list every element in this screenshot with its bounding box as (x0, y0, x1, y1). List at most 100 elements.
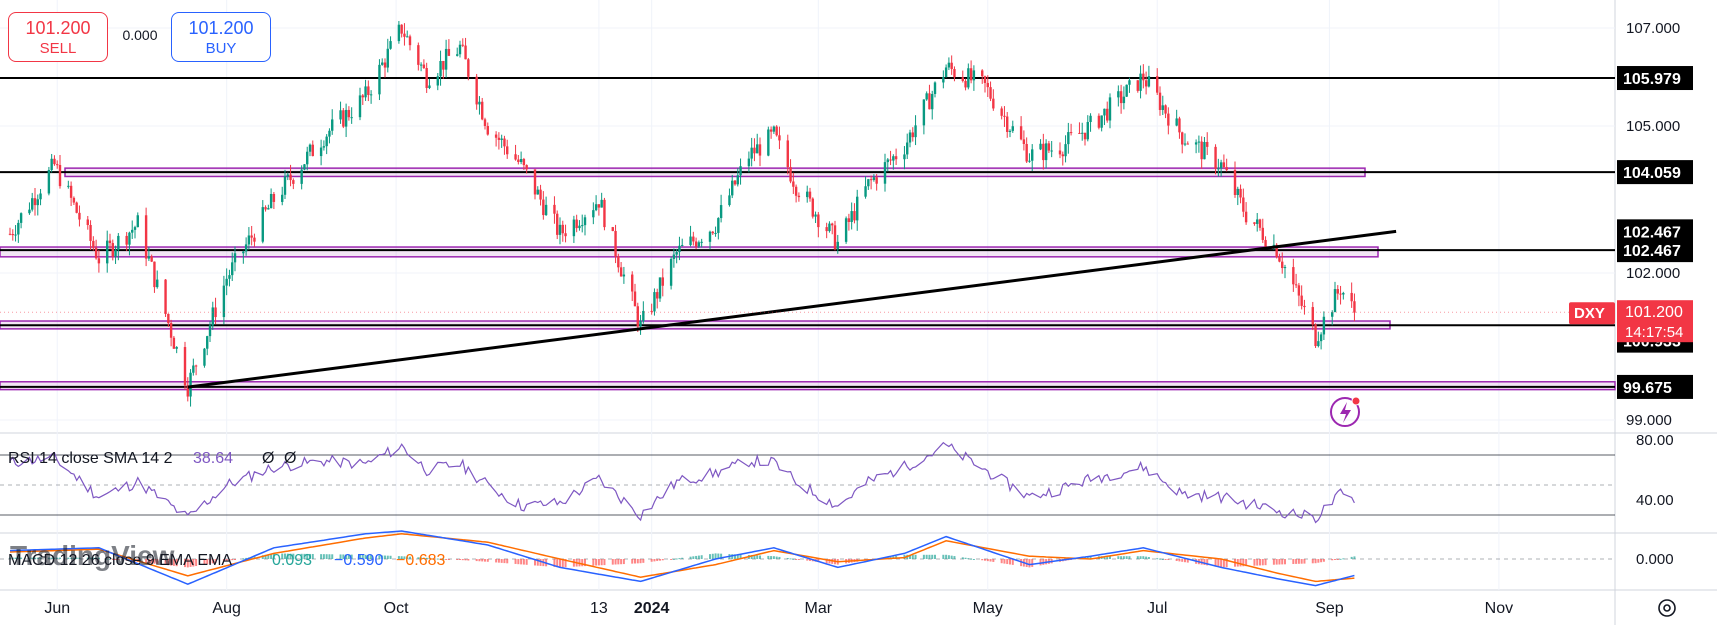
candle (711, 231, 714, 234)
candle (719, 205, 723, 219)
macd-histogram-bar (406, 556, 409, 559)
macd-histogram-bar (1242, 559, 1245, 567)
candle (1181, 132, 1184, 145)
candle (886, 159, 889, 163)
macd-histogram-bar (192, 559, 195, 567)
level-tag-box (1617, 238, 1693, 263)
macd-histogram-bar (1028, 559, 1031, 568)
buy-button[interactable]: 101.200 BUY (171, 12, 271, 62)
macd-histogram-bar (650, 559, 653, 562)
candle (681, 245, 684, 247)
macd-histogram-bar (364, 554, 367, 559)
macd-histogram-bar (417, 557, 420, 559)
trendline[interactable] (187, 229, 1397, 389)
support-resistance-zone[interactable] (0, 381, 1616, 391)
candle (1294, 284, 1298, 286)
candle (797, 195, 801, 198)
macd-histogram-bar (459, 559, 461, 560)
candle (1006, 116, 1009, 132)
candle (50, 158, 53, 170)
support-resistance-zone[interactable] (0, 246, 1379, 258)
macd-legend-hist: 0.093 (272, 552, 312, 569)
macd-histogram-bar (461, 559, 464, 561)
candle (758, 144, 762, 156)
time-tick-label: Jul (1147, 600, 1167, 617)
macd-histogram-bar (942, 554, 945, 559)
candle (692, 236, 695, 242)
candle (792, 181, 795, 187)
price-pane[interactable] (0, 21, 1616, 427)
settings-gear-icon[interactable] (1658, 599, 1676, 617)
candle (658, 277, 662, 299)
candle (419, 64, 423, 66)
macd-legend-macd: −0.590 (334, 552, 383, 569)
macd-histogram-bar (1145, 556, 1148, 559)
candle (286, 174, 289, 177)
candle (389, 41, 392, 49)
candle (203, 348, 206, 366)
candle (700, 241, 703, 243)
candle (289, 174, 292, 181)
macd-histogram-bar (1181, 559, 1184, 562)
rsi-line[interactable] (9, 441, 1355, 524)
macd-histogram-bar (922, 554, 925, 559)
level-tag-label: 102.467 (1623, 243, 1681, 260)
macd-histogram-bar (211, 559, 214, 564)
macd-histogram-bar (617, 559, 620, 565)
candle (583, 217, 587, 226)
macd-histogram-bar (1317, 559, 1320, 563)
macd-histogram-bar (1278, 559, 1281, 565)
sell-button[interactable]: 101.200 SELL (8, 12, 108, 62)
candle (592, 210, 595, 218)
macd-histogram-bar (478, 559, 481, 562)
macd-histogram-bar (767, 555, 770, 559)
candle (689, 236, 692, 246)
candle (89, 224, 92, 241)
macd-histogram-bar (292, 553, 295, 559)
rsi-pane[interactable]: RSI 14 close SMA 14 2 38.64 Ø Ø (0, 441, 1615, 524)
macd-histogram-bar (972, 559, 975, 560)
candle (772, 126, 776, 132)
candle (697, 242, 701, 247)
macd-line[interactable] (9, 530, 1355, 587)
candle (1122, 96, 1126, 104)
time-tick-label: Oct (384, 600, 409, 617)
macd-histogram-bar (264, 554, 267, 559)
candle (461, 44, 464, 46)
macd-histogram-bar (47, 557, 50, 559)
macd-histogram-bar (945, 554, 948, 559)
macd-histogram-bar (1139, 556, 1142, 559)
candle (1339, 293, 1342, 295)
candle (933, 82, 937, 94)
macd-histogram-bar (272, 553, 275, 559)
macd-signal-line[interactable] (9, 533, 1355, 583)
macd-histogram-bar (1003, 559, 1006, 564)
candle (736, 175, 739, 185)
candle (1233, 170, 1237, 195)
candle (1297, 285, 1301, 296)
macd-histogram-bar (1222, 559, 1225, 568)
macd-histogram-bar (928, 554, 931, 559)
lightning-icon[interactable] (1330, 396, 1361, 427)
macd-histogram-bar (825, 559, 828, 564)
macd-histogram-bar (964, 557, 967, 559)
macd-histogram-bar (675, 558, 678, 560)
candle (36, 199, 39, 206)
candle (247, 235, 251, 245)
candle (1183, 143, 1187, 145)
candle (242, 251, 245, 254)
candle (67, 185, 70, 187)
macd-histogram-bar (753, 555, 756, 559)
candle (714, 232, 717, 234)
candle (1314, 324, 1317, 347)
macd-histogram-bar (1039, 559, 1042, 566)
candle (308, 144, 312, 152)
macd-histogram-bar (1006, 559, 1009, 565)
macd-histogram-bar (1175, 559, 1178, 561)
macd-histogram-bar (445, 559, 448, 560)
candle (833, 225, 837, 250)
macd-histogram-bar (1259, 559, 1261, 566)
candle (1178, 118, 1181, 133)
